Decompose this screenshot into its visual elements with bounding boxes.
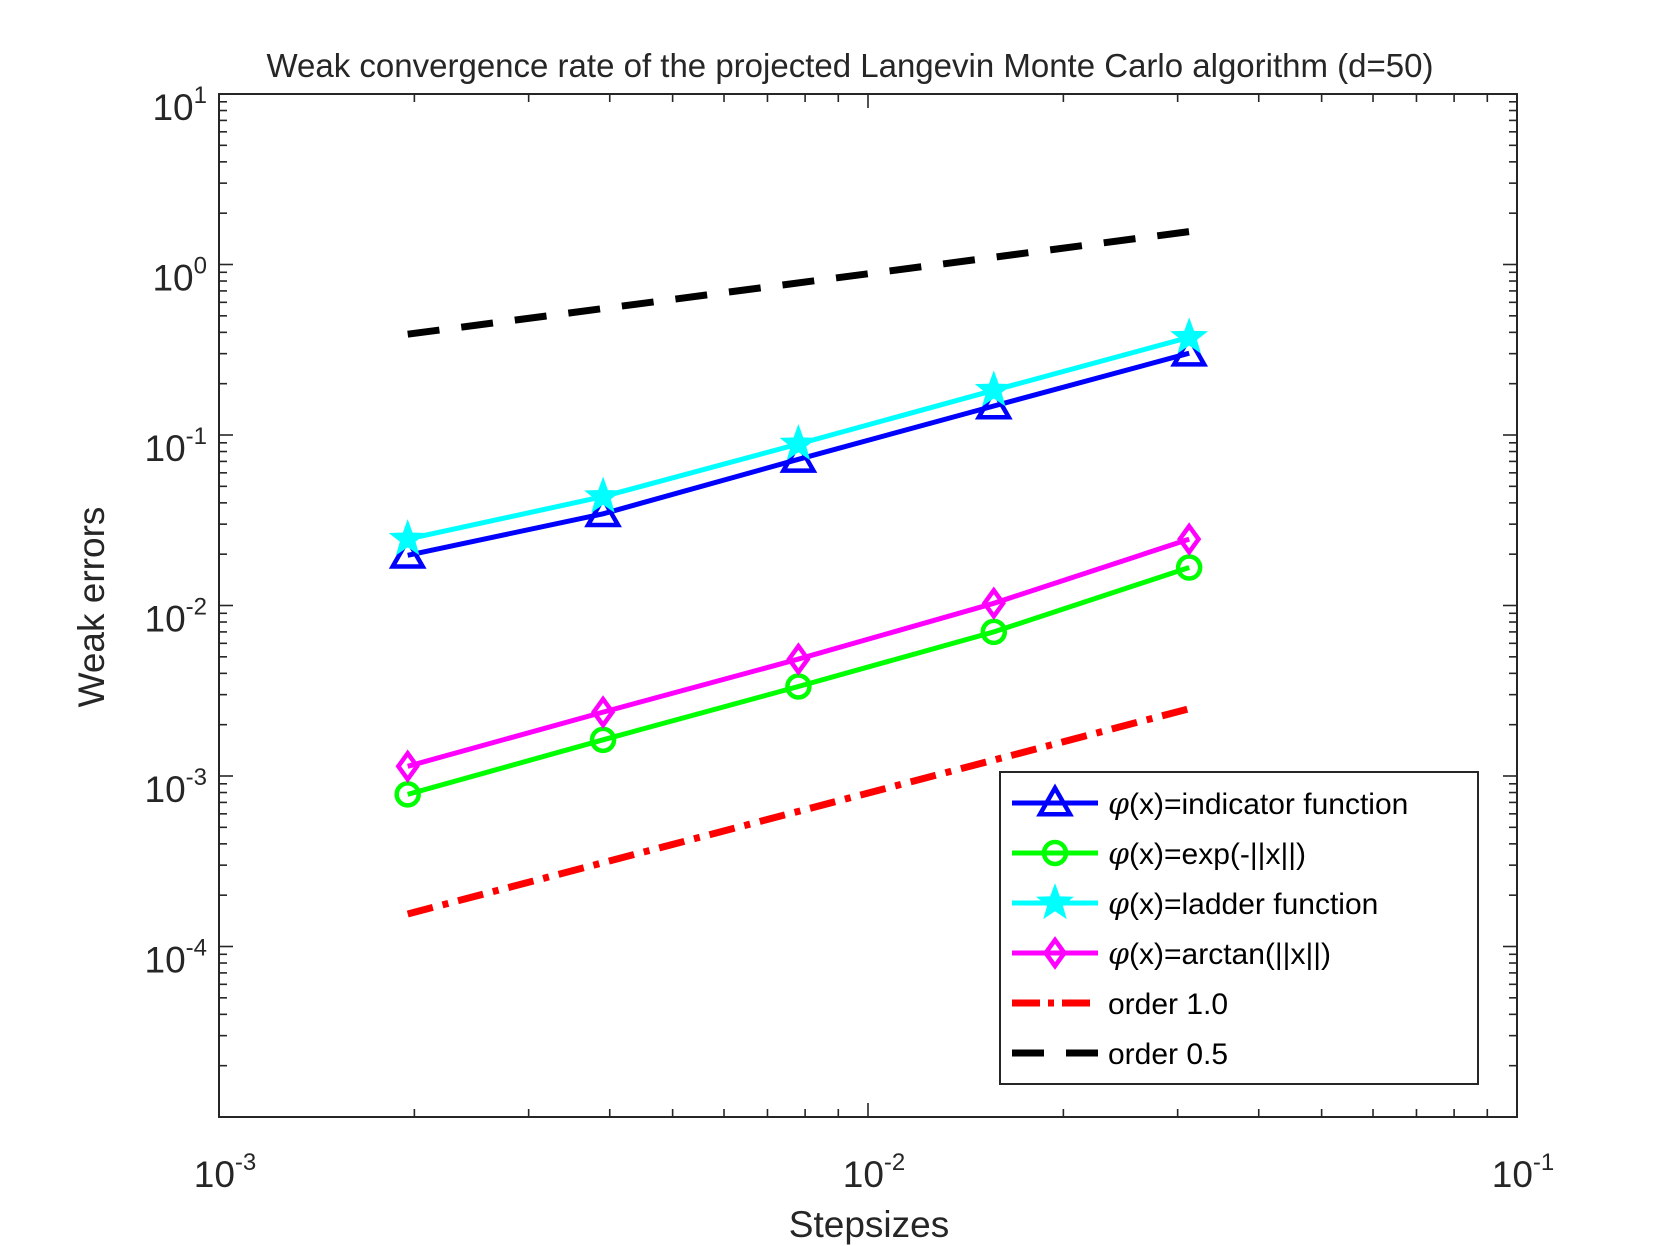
legend-label: order 1.0 xyxy=(1108,988,1228,1021)
legend-item: φ(x)=arctan(||x||) xyxy=(1012,936,1331,972)
data-point xyxy=(779,439,818,473)
chart-title: Weak convergence rate of the projected L… xyxy=(267,47,1434,84)
y-tick-label: 10-2 xyxy=(145,594,208,640)
data-point xyxy=(584,476,622,513)
data-point xyxy=(980,618,1008,646)
axes-box xyxy=(218,93,1518,1118)
legend-item: order 1.0 xyxy=(1012,988,1228,1021)
y-tick-label: 10-4 xyxy=(145,935,208,981)
legend-box xyxy=(999,771,1479,1085)
legend-label: φ(x)=exp(-||x||) xyxy=(1108,837,1306,872)
data-point xyxy=(1170,333,1209,367)
series-exp xyxy=(394,554,1203,808)
data-point xyxy=(394,781,421,808)
legend-item: φ(x)=ladder function xyxy=(1012,883,1378,922)
legend: φ(x)=indicator function φ(x)=exp(-||x||) φ… xyxy=(999,771,1479,1085)
y-axis-label: Weak errors xyxy=(71,507,112,708)
legend-item: φ(x)=exp(-||x||) xyxy=(1012,837,1306,872)
data-point xyxy=(779,424,818,461)
data-point xyxy=(584,494,622,528)
data-point xyxy=(388,535,427,569)
x-tick-label: 10-3 xyxy=(194,1149,257,1195)
y-tick-label: 101 xyxy=(152,82,207,128)
legend-label: φ(x)=ladder function xyxy=(1108,887,1378,922)
y-tick-label: 10-1 xyxy=(145,423,208,469)
legend-item: order 0.5 xyxy=(1012,1038,1228,1071)
series-indicator xyxy=(388,333,1209,569)
data-point xyxy=(786,642,811,676)
legend-item: φ(x)=indicator function xyxy=(1012,783,1408,822)
x-tick-label: 10-1 xyxy=(1492,1149,1555,1195)
data-point xyxy=(1175,554,1203,581)
data-point xyxy=(974,386,1013,420)
y-tick-label: 10-3 xyxy=(145,764,208,810)
x-tick-label: 10-2 xyxy=(843,1149,906,1195)
series-line xyxy=(406,705,1191,918)
series-ladder xyxy=(388,317,1209,556)
series-arctan xyxy=(395,522,1202,784)
data-point xyxy=(590,695,616,729)
series-layer xyxy=(388,228,1209,918)
legend-label: φ(x)=indicator function xyxy=(1108,787,1408,822)
legend-marker xyxy=(1036,883,1074,920)
series-line xyxy=(407,565,1190,797)
legend-marker xyxy=(1036,783,1074,817)
tick-labels: 10-3 10-2 10-1 101 100 10-1 10-2 10-3 10-4 xyxy=(145,82,1555,1195)
series-line xyxy=(407,350,1190,558)
data-point xyxy=(388,519,427,556)
data-point xyxy=(981,586,1006,621)
data-point xyxy=(1177,522,1202,556)
legend-label: order 0.5 xyxy=(1108,1038,1228,1071)
x-axis-label: Stepsizes xyxy=(789,1204,949,1245)
legend-marker xyxy=(1041,839,1069,867)
series-order-1-0 xyxy=(406,705,1191,918)
legend-marker xyxy=(1042,936,1068,970)
series-line xyxy=(407,228,1190,338)
data-point xyxy=(1170,317,1209,354)
y-tick-label: 100 xyxy=(152,253,207,299)
series-order-0-5 xyxy=(407,228,1190,338)
data-point xyxy=(395,749,420,784)
data-point xyxy=(974,370,1013,407)
legend-label: φ(x)=arctan(||x||) xyxy=(1108,937,1331,972)
series-line xyxy=(407,536,1190,769)
